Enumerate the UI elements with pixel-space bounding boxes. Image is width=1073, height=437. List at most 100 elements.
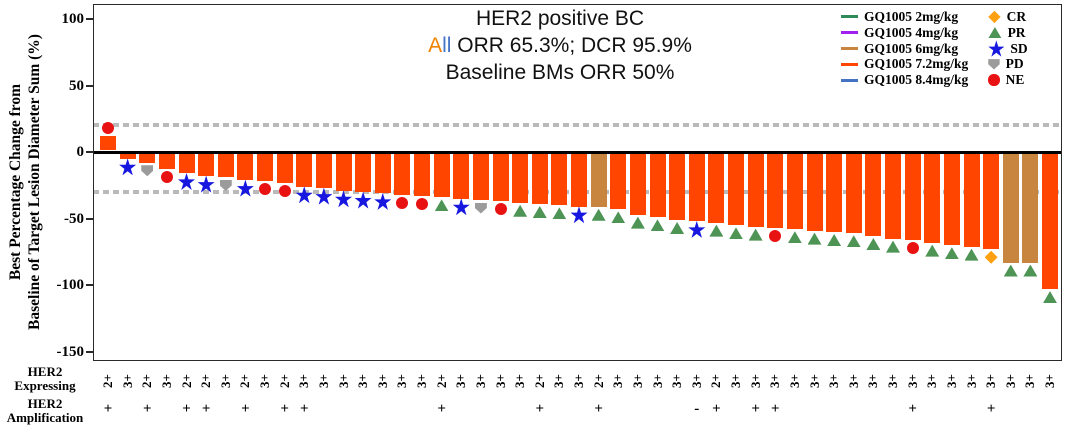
bar [551,153,568,206]
x-tick-her2-expressing: 3+ [512,374,528,388]
bar [904,153,921,240]
marker-ne-circle-icon [102,121,114,134]
bar [100,135,116,151]
x-tick-her2-expressing: 3+ [865,374,881,388]
y-tick-mark [86,18,93,20]
x-tick-her2-expressing: 3+ [786,374,802,388]
her2-amplification-sign: + [770,401,780,417]
all-logo-letter-a: A [428,34,443,57]
x-tick-her2-expressing: 3+ [355,374,371,388]
bar [885,153,901,239]
x-tick-her2-expressing: 3+ [629,374,645,388]
bar [335,153,352,191]
marker-pr-triangle-icon [670,222,685,234]
legend-dose-label: GQ1005 2mg/kg [864,8,959,24]
marker-sd-star-icon [178,172,195,190]
marker-pr-triangle-icon [807,232,822,245]
legend-response-row: CR [988,9,1027,25]
x-tick-her2-expressing: 2+ [531,374,547,388]
marker-pr-triangle-icon [650,219,665,232]
x-tick-her2-expressing: 3+ [983,374,999,388]
y-tick-label: 100 [61,11,85,27]
marker-sd-star-icon [236,179,254,197]
her2-amplification-sign: + [535,401,545,417]
legend-dose-label: GQ1005 7.2mg/kg [864,56,969,72]
x-tick-her2-expressing: 3+ [217,374,233,388]
x-tick-her2-expressing: 3+ [453,374,469,388]
pd-pd-icon [988,59,1000,70]
marker-cr-diamond-icon [984,250,998,264]
bar [983,153,1000,250]
bar [649,153,666,218]
bar [806,153,823,231]
marker-pr-triangle-icon [886,240,900,253]
y-tick-label: -150 [56,343,85,360]
marker-sd-star-icon [374,192,392,210]
bar [1042,153,1058,290]
x-tick-her2-expressing: 3+ [610,374,626,388]
x-tick-her2-expressing: 2+ [178,374,194,388]
her2-amplification-sign: + [241,401,250,417]
bar [296,153,313,187]
y-tick-label: 50 [69,77,84,94]
bar [355,153,372,193]
x-tick-her2-expressing: 3+ [904,374,920,388]
title-line-3: Baseline BMs ORR 50% [445,61,675,84]
legend-dose-row: GQ1005 8.4mg/kg [841,72,968,88]
marker-pr-triangle-icon [964,248,979,261]
bar [610,153,627,210]
marker-sd-star-icon [354,191,372,209]
y-tick-mark [86,84,93,87]
x-tick-her2-expressing: 2+ [276,374,292,388]
bar [119,153,136,159]
legend-dose-row: GQ1005 4mg/kg [841,25,968,41]
her2-amplification-sign: - [694,401,700,417]
dose-line-icon [841,62,858,66]
legend-response-row: SD [988,40,1028,57]
bar [747,153,764,227]
all-logo-letters-ll: ll [442,34,452,57]
marker-pd-pd-icon [219,179,232,191]
plot-area [93,4,1062,361]
marker-sd-star-icon [688,220,706,238]
x-tick-her2-expressing: 2+ [590,374,606,388]
x-tick-her2-expressing: 3+ [296,374,312,388]
x-tick-her2-expressing: 3+ [1022,374,1038,388]
x-tick-her2-expressing: 3+ [257,374,272,388]
ne-circle-icon [988,74,1000,86]
legend-dose-label: GQ1005 6mg/kg [864,40,959,56]
row-header-her2-expressing: HER2 Expressing [14,364,76,393]
marker-pr-triangle-icon [552,207,567,220]
bar [767,153,784,228]
y-tick-mark [86,284,93,286]
bar [708,153,725,223]
x-tick-her2-expressing: 3+ [1042,374,1057,388]
marker-pd-pd-icon [474,202,487,214]
x-tick-her2-expressing: 3+ [826,374,842,388]
bar [198,153,215,177]
x-tick-her2-expressing: 3+ [845,374,861,388]
bar [237,153,254,181]
bar [826,153,843,232]
bar [669,153,686,220]
marker-pd-pd-icon [141,165,154,177]
x-tick-her2-expressing: 3+ [649,374,665,388]
bar [433,153,450,198]
y-tick-label: -100 [56,277,85,293]
marker-pr-triangle-icon [944,247,959,260]
x-tick-her2-expressing: 3+ [571,374,586,388]
bar [257,153,273,182]
legend-dose-column: GQ1005 2mg/kg GQ1005 4mg/kg GQ1005 6mg/kg G… [841,9,968,88]
marker-pr-triangle-icon [846,235,861,248]
x-tick-her2-expressing: 3+ [669,374,685,388]
her2-amplification-sign: + [986,401,996,417]
x-tick-her2-expressing: 3+ [315,374,331,388]
marker-ne-circle-icon [396,196,409,209]
marker-pr-triangle-icon [1043,291,1057,304]
legend-response-row: PD [988,56,1027,72]
marker-pr-triangle-icon [591,208,606,221]
marker-pr-triangle-icon [866,237,881,250]
x-tick-her2-expressing: 3+ [119,374,135,388]
bar [492,153,509,202]
